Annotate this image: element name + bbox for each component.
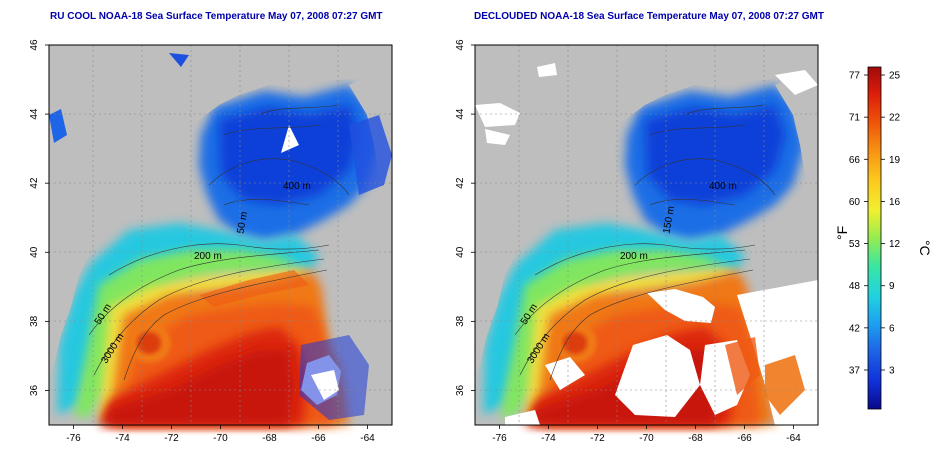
colorbar: 77 71 66 60 53 48 42 37 25 22 19 16 12 9 6 3 °F °C xyxy=(834,66,933,410)
colorbar-f-tick-label: 42 xyxy=(849,323,861,334)
colorbar-f-tick-label: 48 xyxy=(849,281,861,292)
right-panel-title: DECLOUDED NOAA-18 Sea Surface Temperatur… xyxy=(474,11,824,22)
right-lat-tick-label: 42 xyxy=(455,177,466,189)
right-lon-tick-label: -74 xyxy=(541,433,556,444)
right-lon-tick-label: -68 xyxy=(688,433,703,444)
colorbar-c-tick-label: 6 xyxy=(889,323,895,334)
right-lat-tick-label: 38 xyxy=(455,315,466,327)
left-axis-ticks: -76 -74 -72 -70 -68 -66 -64 46 44 42 40 38 36 xyxy=(29,39,375,444)
right-axis-ticks: -76 -74 -72 -70 -68 -66 -64 46 44 42 40 38 36 xyxy=(455,39,801,444)
right-lon-tick-label: -66 xyxy=(737,433,752,444)
right-lon-tick-label: -64 xyxy=(786,433,801,444)
right-lat-tick-label: 36 xyxy=(455,384,466,396)
left-lon-tick-label: -68 xyxy=(262,433,277,444)
contour-label-200: 200 m xyxy=(620,251,648,262)
colorbar-f-tick-label: 77 xyxy=(849,71,861,82)
right-lon-tick-label: -70 xyxy=(639,433,654,444)
celsius-unit-label: °C xyxy=(917,240,933,256)
left-lat-tick-label: 44 xyxy=(29,108,40,120)
colorbar-gradient xyxy=(867,66,882,410)
colorbar-c-tick-label: 25 xyxy=(889,71,901,82)
left-lon-tick-label: -70 xyxy=(213,433,228,444)
colorbar-f-tick-label: 66 xyxy=(849,155,861,166)
right-lat-tick-label: 40 xyxy=(455,246,466,258)
right-lon-tick-label: -76 xyxy=(492,433,507,444)
right-cloud-mask xyxy=(475,63,818,425)
right-lat-tick-label: 46 xyxy=(455,39,466,51)
right-warm-remnants xyxy=(725,337,805,415)
colorbar-c-tick-label: 16 xyxy=(889,197,901,208)
contour-label-400: 400 m xyxy=(283,181,311,192)
left-lat-tick-label: 42 xyxy=(29,177,40,189)
fahrenheit-unit-label: °F xyxy=(834,226,850,240)
left-lat-tick-label: 36 xyxy=(29,384,40,396)
left-panel-title: RU COOL NOAA-18 Sea Surface Temperature … xyxy=(50,11,383,22)
colorbar-f-tick-label: 53 xyxy=(849,239,861,250)
contour-label-150: 150 m xyxy=(661,205,677,234)
colorbar-c-tick-label: 3 xyxy=(889,366,895,377)
colorbar-f-tick-label: 37 xyxy=(849,366,861,377)
colorbar-f-tick-label: 71 xyxy=(849,113,861,124)
left-lon-tick-label: -66 xyxy=(311,433,326,444)
contour-label-400: 400 m xyxy=(709,181,737,192)
left-lon-tick-label: -74 xyxy=(115,433,130,444)
left-lon-tick-label: -64 xyxy=(360,433,375,444)
left-lon-tick-label: -76 xyxy=(66,433,81,444)
colorbar-f-tick-label: 60 xyxy=(849,197,861,208)
left-map-panel: 400 m 50 m 200 m 50 m 3000 m xyxy=(48,44,393,426)
right-lon-tick-label: -72 xyxy=(590,433,605,444)
colorbar-c-tick-label: 19 xyxy=(889,155,901,166)
left-lon-tick-label: -72 xyxy=(164,433,179,444)
left-lat-tick-label: 38 xyxy=(29,315,40,327)
left-lat-tick-label: 40 xyxy=(29,246,40,258)
colorbar-c-tick-label: 12 xyxy=(889,239,901,250)
colorbar-c-tick-label: 9 xyxy=(889,281,895,292)
colorbar-c-tick-label: 22 xyxy=(889,113,901,124)
contour-label-200: 200 m xyxy=(194,251,222,262)
right-lat-tick-label: 44 xyxy=(455,108,466,120)
left-lat-tick-label: 46 xyxy=(29,39,40,51)
right-map-panel: 400 m 150 m 200 m 50 m 3000 m xyxy=(474,44,819,426)
colorbar-ticks: 77 71 66 60 53 48 42 37 25 22 19 16 12 9 6 3 xyxy=(849,71,901,377)
contour-label-50: 50 m xyxy=(235,211,250,235)
